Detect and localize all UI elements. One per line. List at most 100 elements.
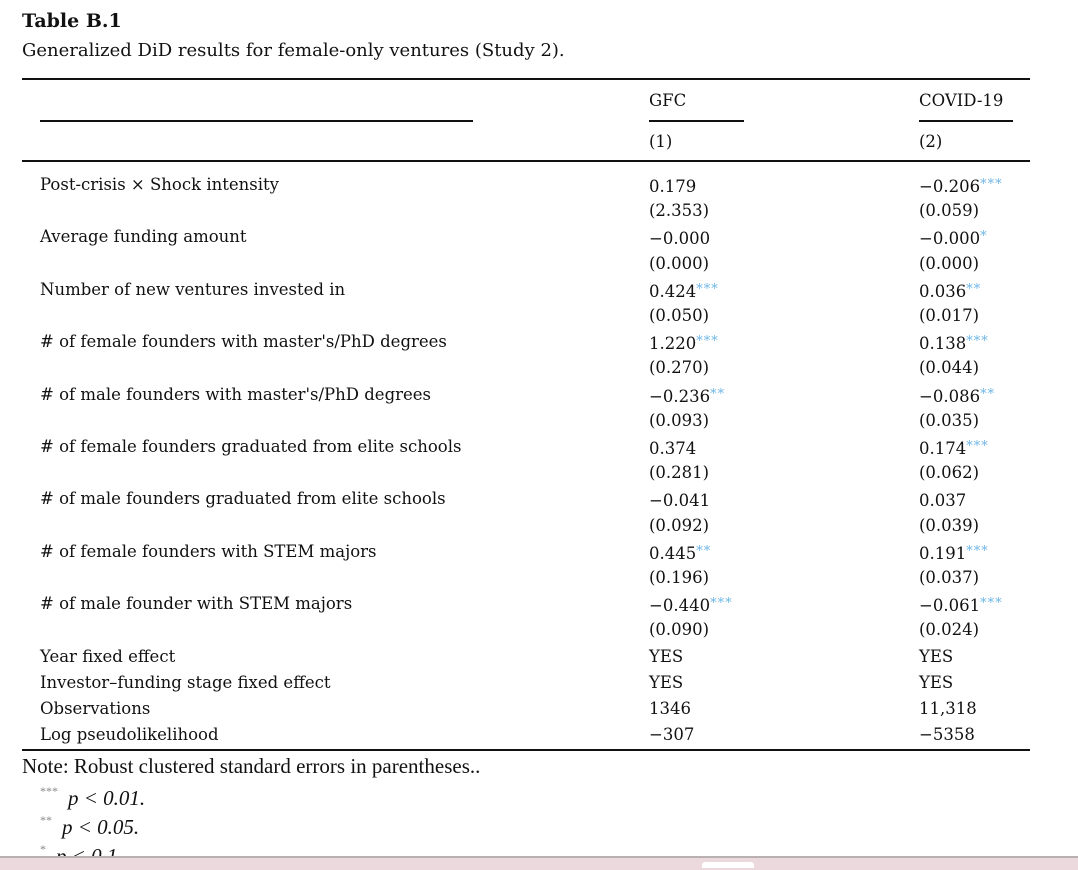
cell-value: (2.353) [649, 201, 710, 221]
row-label: # of male founder with STEM majors [40, 591, 352, 617]
cell-value: (0.062) [919, 463, 980, 483]
cell-value: YES [649, 672, 684, 692]
bottom-scroll-bar[interactable] [0, 856, 1078, 870]
se-gfc: (0.090) [649, 617, 709, 643]
summary-gfc: −307 [649, 722, 694, 748]
se-gfc: (0.050) [649, 303, 709, 329]
cell-value: # of male founder with STEM majors [40, 594, 353, 614]
significance-stars: *** [966, 334, 989, 350]
se-covid: (0.039) [919, 513, 979, 539]
summary-covid: −5358 [919, 722, 975, 748]
cell-value: (0.092) [649, 515, 710, 535]
se-gfc: (0.092) [649, 513, 709, 539]
table-caption: Generalized DiD results for female-only … [22, 40, 565, 61]
cell-value: (0.039) [919, 515, 980, 535]
header-rule [22, 160, 1030, 162]
se-gfc: (0.270) [649, 355, 709, 381]
cell-value: (0.050) [649, 306, 710, 325]
se-gfc: (2.353) [649, 198, 709, 224]
cell-value: −0.041 [649, 491, 711, 511]
coef-gfc: 0.445** [649, 539, 711, 567]
summary-label: Year fixed effect [40, 644, 175, 670]
table-note: Note: Robust clustered standard errors i… [22, 754, 481, 778]
cell-value: −307 [649, 725, 695, 745]
cell-value: −0.206 [919, 177, 981, 196]
cell-value: Post-crisis × Shock intensity [40, 175, 279, 194]
cell-value: # of male founders graduated from elite … [40, 489, 446, 509]
summary-gfc: YES [649, 670, 683, 696]
cell-value: Year fixed effect [40, 646, 176, 666]
cell-value: (0.037) [919, 568, 980, 587]
bottom-tab[interactable] [702, 862, 754, 868]
se-covid: (0.037) [919, 565, 979, 591]
se-gfc: (0.093) [649, 408, 709, 434]
cell-value: −5358 [919, 725, 975, 745]
coef-covid: −0.000* [919, 224, 988, 252]
se-covid: (0.017) [919, 303, 979, 329]
covid-underline [919, 120, 1013, 122]
row-label: # of male founders with master's/PhD deg… [40, 382, 431, 408]
column-group-gfc: GFC [649, 91, 687, 110]
sig-text: p < 0.05. [62, 815, 140, 839]
cell-value: 0.036 [919, 281, 967, 301]
significance-stars: ** [980, 386, 996, 402]
cell-value: # of female founders graduated from elit… [40, 437, 462, 456]
cell-value: Investor–funding stage fixed effect [40, 672, 331, 692]
stars: *** [40, 784, 58, 798]
coef-covid: −0.061*** [919, 591, 1003, 619]
se-covid: (0.035) [919, 408, 979, 434]
cell-value: (0.000) [919, 253, 980, 273]
coef-covid: 0.191*** [919, 539, 989, 567]
cell-value: (0.017) [919, 306, 980, 325]
cell-value: YES [649, 646, 684, 666]
cell-value: # of male founders with master's/PhD deg… [40, 384, 432, 404]
significance-stars: *** [710, 596, 733, 612]
cell-value: # of female founders with master's/PhD d… [40, 332, 447, 352]
column-group-covid: COVID-19 [919, 91, 1004, 110]
coef-gfc: 0.424*** [649, 277, 719, 305]
cell-value: (0.093) [649, 410, 710, 430]
cell-value: (0.024) [919, 620, 980, 640]
significance-stars: *** [966, 543, 989, 559]
coef-covid: −0.206*** [919, 172, 1003, 200]
coef-gfc: −0.236** [649, 382, 725, 410]
coef-gfc: −0.041 [649, 486, 710, 514]
cell-value: −0.236 [649, 386, 711, 406]
cell-value: Average funding amount [40, 227, 247, 247]
se-gfc: (0.281) [649, 460, 709, 486]
summary-label: Log pseudolikelihood [40, 722, 219, 748]
cell-value: Log pseudolikelihood [40, 725, 219, 745]
cell-value: (0.090) [649, 620, 710, 640]
row-label: Number of new ventures invested in [40, 277, 345, 303]
cell-value: (0.270) [649, 358, 710, 378]
cell-value: 1.220 [649, 334, 697, 354]
significance-stars: *** [980, 177, 1003, 192]
cell-value: 0.191 [919, 543, 967, 563]
significance-stars: *** [696, 281, 719, 297]
coef-covid: 0.036** [919, 277, 981, 305]
cell-value: −0.000 [919, 229, 981, 249]
significance-stars: *** [980, 596, 1003, 612]
cell-value: 11,318 [919, 699, 977, 718]
summary-label: Observations [40, 696, 150, 722]
cell-value: (0.035) [919, 410, 980, 430]
coef-covid: −0.086** [919, 382, 995, 410]
stars: * [40, 842, 46, 856]
column-number-1: (1) [649, 132, 673, 151]
row-label: Average funding amount [40, 224, 247, 250]
summary-covid: YES [919, 670, 953, 696]
se-gfc: (0.196) [649, 565, 709, 591]
cell-value: 0.037 [919, 491, 967, 511]
cell-value: 1346 [649, 699, 691, 718]
coef-gfc: −0.440*** [649, 591, 733, 619]
coef-gfc: 1.220*** [649, 329, 719, 357]
significance-stars: ** [696, 543, 712, 559]
cell-value: (0.196) [649, 568, 710, 587]
summary-covid: 11,318 [919, 696, 977, 722]
cell-value: # of female founders with STEM majors [40, 541, 377, 561]
coef-covid: 0.037 [919, 486, 966, 514]
cell-value: (0.281) [649, 463, 710, 483]
summary-gfc: YES [649, 644, 683, 670]
coef-covid: 0.174*** [919, 434, 989, 462]
top-rule [22, 78, 1030, 80]
